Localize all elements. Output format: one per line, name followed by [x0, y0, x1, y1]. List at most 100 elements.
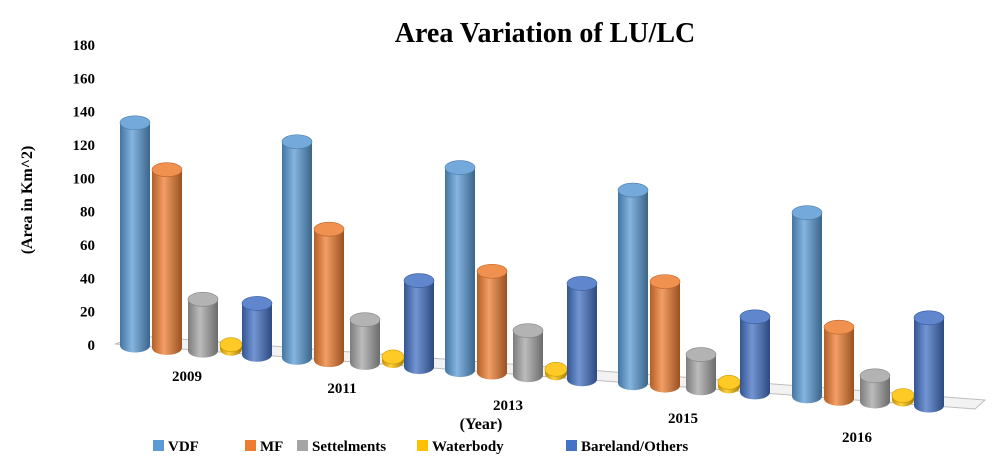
bar-top [791, 205, 823, 221]
bar-top [859, 368, 891, 384]
chart-title: Area Variation of LU/LC [395, 18, 696, 49]
bar-body [860, 375, 890, 409]
bar-top [913, 310, 945, 326]
bar-body [824, 327, 854, 406]
bar-body [740, 316, 770, 400]
bar-top [823, 319, 855, 335]
bar-vdf-2016 [791, 205, 823, 404]
bar-mf-2016 [823, 319, 855, 406]
legend-label: Waterbody [432, 439, 504, 455]
bar-body [350, 319, 380, 370]
legend: VDF MF Settelments Waterbody Bareland/Others [153, 439, 688, 455]
y-tick-label: 60 [80, 238, 95, 254]
legend-item: Bareland/Others [566, 439, 688, 455]
bar-body [120, 122, 150, 353]
bar-waterbody-2015 [717, 375, 741, 394]
bar-bareland-others-2016 [913, 310, 945, 413]
bar-body [567, 283, 597, 387]
x-tick-label: 2013 [493, 398, 523, 414]
bar-mf-2011 [313, 221, 345, 368]
bar-top [187, 292, 219, 307]
bar-top [219, 337, 243, 353]
y-axis-ticks: 0 20 40 60 80 100 120 140 160 180 [73, 38, 96, 354]
bar-body [650, 281, 680, 393]
x-axis-ticks: 2009 2011 2013 2015 2016 [172, 369, 873, 446]
bar-top [544, 361, 568, 377]
legend-swatch [245, 440, 256, 451]
legend-label: Settelments [312, 439, 386, 455]
y-axis-label: (Area in Km^2) [19, 146, 36, 255]
bar-top [685, 347, 717, 362]
y-tick-label: 40 [80, 271, 95, 287]
bar-top [381, 349, 405, 365]
bar-body [152, 169, 182, 355]
legend-label: MF [260, 439, 283, 455]
bar-body [188, 299, 218, 358]
bar-top [891, 388, 915, 403]
bar-waterbody-2013 [544, 361, 568, 381]
x-tick-label: 2009 [172, 369, 202, 385]
bar-body [477, 271, 508, 380]
bar-body [914, 317, 944, 413]
bar-bareland-others-2015 [739, 309, 771, 400]
x-tick-label: 2011 [327, 381, 356, 397]
bar-top [313, 221, 345, 237]
y-tick-label: 80 [80, 205, 95, 221]
bars [119, 115, 945, 413]
legend-item: VDF [153, 439, 199, 455]
bar-bareland-others-2009 [241, 296, 273, 362]
bar-vdf-2015 [617, 182, 649, 391]
legend-item: MF [245, 439, 283, 455]
bar-body [618, 190, 648, 391]
bar-settelments-2015 [685, 347, 717, 396]
bar-mf-2015 [649, 274, 681, 393]
bar-body [282, 141, 312, 365]
bar-top [512, 323, 544, 338]
y-tick-label: 120 [73, 138, 96, 154]
legend-item: Waterbody [417, 439, 504, 455]
y-tick-label: 160 [73, 71, 96, 87]
bar-waterbody-2011 [381, 349, 405, 369]
bar-top [119, 115, 151, 131]
bar-vdf-2013 [444, 160, 476, 378]
bar-top [444, 160, 476, 175]
bar-waterbody-2016 [891, 388, 915, 407]
bar-settelments-2009 [187, 292, 219, 358]
bar-vdf-2009 [119, 115, 151, 353]
y-tick-label: 180 [73, 38, 96, 54]
bar-vdf-2011 [281, 134, 313, 365]
bar-top [739, 309, 771, 325]
bar-mf-2009 [151, 162, 183, 355]
x-axis-label: (Year) [460, 416, 503, 433]
bar-settelments-2013 [512, 323, 544, 383]
legend-swatch [417, 440, 428, 451]
bar-body [314, 229, 344, 368]
legend-item: Settelments [297, 439, 386, 455]
bar-top [617, 182, 649, 198]
bar-body [242, 303, 272, 362]
bar-mf-2013 [476, 263, 508, 380]
bar-top [717, 375, 741, 390]
y-tick-label: 20 [80, 305, 95, 321]
bar-body [513, 330, 543, 383]
bar-top [151, 162, 183, 178]
bar-body [792, 212, 822, 404]
y-tick-label: 140 [73, 105, 96, 121]
bar-body [404, 280, 434, 374]
bar-top [403, 273, 435, 288]
legend-swatch [153, 440, 164, 451]
x-tick-label: 2016 [842, 430, 873, 446]
bar-body [445, 167, 475, 378]
bar-top [241, 296, 273, 311]
y-tick-label: 0 [88, 338, 96, 354]
legend-swatch [297, 440, 308, 451]
bar-bareland-others-2011 [403, 273, 435, 374]
bar-body [686, 354, 716, 396]
bar-top [281, 134, 313, 150]
bar-top [349, 312, 381, 327]
bar-settelments-2011 [349, 312, 381, 370]
legend-label: VDF [168, 439, 199, 455]
y-tick-label: 100 [73, 171, 96, 187]
legend-swatch [566, 440, 577, 451]
